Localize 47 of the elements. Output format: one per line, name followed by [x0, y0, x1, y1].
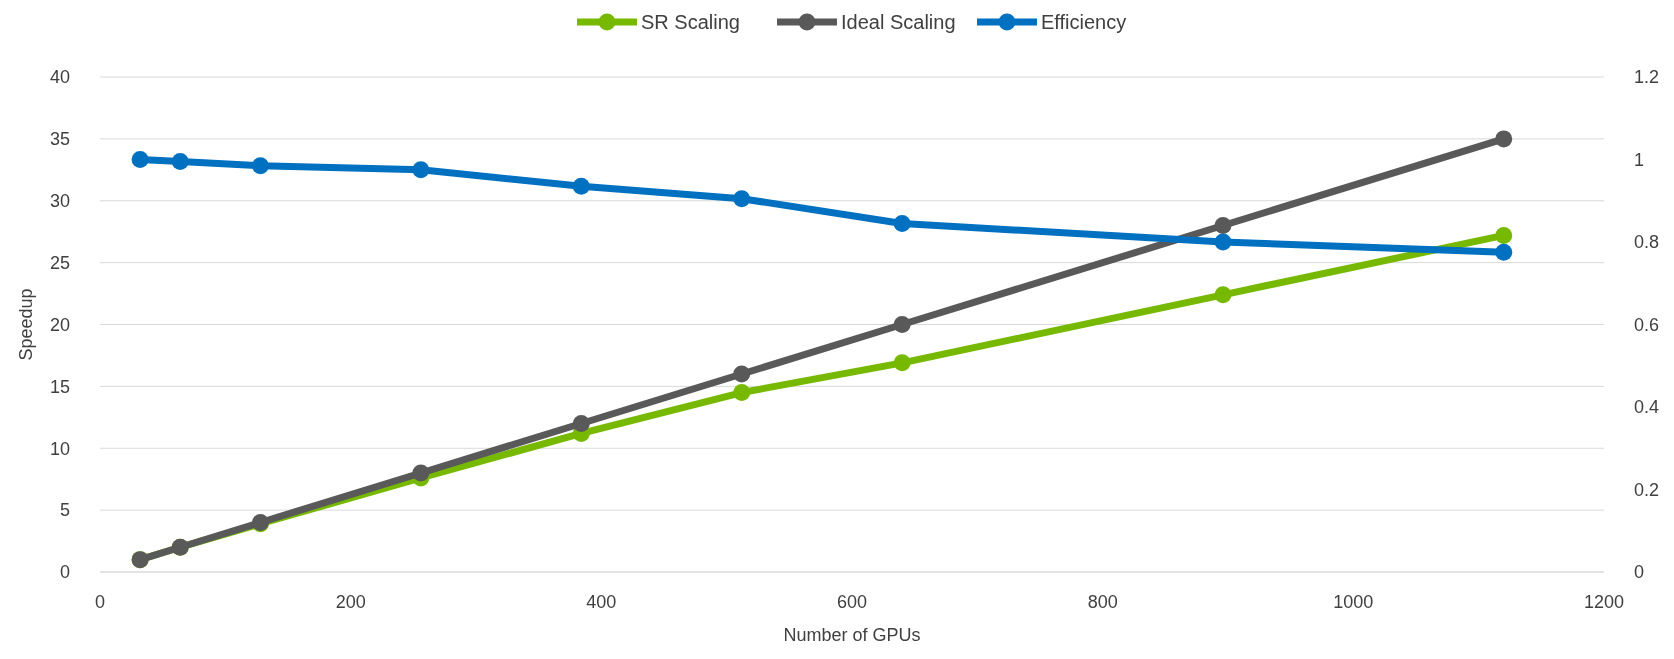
y2-tick-label: 1 [1634, 149, 1645, 170]
x-axis-title: Number of GPUs [783, 625, 921, 645]
point [1214, 217, 1232, 234]
point [733, 384, 751, 402]
y-tick-label: 10 [49, 438, 70, 459]
y2-tick-label: 0.4 [1634, 397, 1660, 418]
point [893, 214, 911, 232]
point [412, 161, 430, 179]
point [251, 157, 269, 175]
y-tick-label: 5 [59, 500, 70, 521]
point [1214, 286, 1232, 304]
point [1495, 243, 1513, 261]
x-tick-label: 400 [586, 592, 617, 613]
x-tick-label: 600 [836, 592, 868, 613]
y-tick-label: 40 [49, 67, 70, 88]
y2-tick-label: 0 [1634, 562, 1645, 583]
x-tick-label: 0 [94, 592, 106, 613]
point [1495, 130, 1513, 148]
y2-tick-label: 0.6 [1634, 314, 1660, 335]
point [1495, 226, 1513, 244]
point [412, 464, 430, 482]
x-tick-label: 1000 [1333, 592, 1374, 613]
point [572, 177, 590, 195]
x-tick-label: 200 [335, 592, 366, 613]
y2-tick-label: 0.8 [1634, 232, 1660, 253]
point [893, 316, 911, 333]
y-tick-label: 20 [49, 314, 70, 335]
x-tick-label: 1200 [1583, 592, 1625, 613]
point [171, 153, 189, 171]
y-tick-label: 25 [49, 252, 70, 273]
y-tick-label: 30 [49, 191, 70, 212]
y-tick-label: 0 [59, 562, 70, 583]
legend-label: Efficiency [1041, 11, 1127, 33]
y-axis-title: Speedup [16, 288, 36, 361]
legend-label: Ideal Scaling [841, 11, 956, 33]
point [733, 190, 751, 208]
point [733, 365, 751, 383]
legend-label: SR Scaling [641, 11, 740, 33]
point [131, 151, 149, 168]
y-tick-label: 15 [49, 376, 70, 397]
point [1214, 233, 1232, 251]
point [572, 415, 590, 432]
point [893, 354, 911, 372]
y-tick-label: 35 [49, 129, 70, 150]
y2-tick-label: 1.2 [1634, 67, 1660, 88]
y2-tick-label: 0.2 [1634, 479, 1660, 500]
x-tick-label: 800 [1087, 592, 1118, 613]
